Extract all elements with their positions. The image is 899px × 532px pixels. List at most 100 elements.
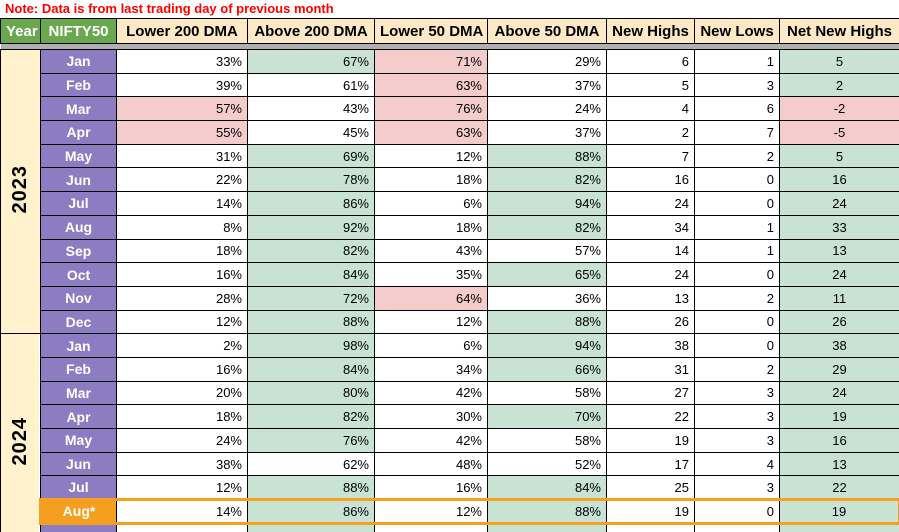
frozen-pane-divider bbox=[0, 43, 899, 50]
data-cell: 16% bbox=[116, 356, 248, 382]
col-header-net-new-highs: Net New Highs bbox=[779, 18, 899, 44]
data-cell bbox=[487, 522, 607, 532]
data-cell: 38 bbox=[606, 333, 695, 358]
data-cell bbox=[374, 522, 488, 532]
data-cell: 76% bbox=[374, 96, 488, 122]
data-cell: 69% bbox=[247, 143, 375, 169]
data-cell: 2% bbox=[116, 333, 248, 358]
month-cell: Jun bbox=[40, 167, 117, 193]
data-cell: 16% bbox=[374, 475, 488, 501]
data-cell: 24 bbox=[606, 191, 695, 216]
data-cell: 88% bbox=[247, 475, 375, 501]
data-cell: 4 bbox=[694, 451, 780, 477]
data-cell: 82% bbox=[487, 167, 607, 193]
data-cell: 62% bbox=[247, 451, 375, 477]
data-cell: 6 bbox=[694, 96, 780, 122]
data-cell: 33% bbox=[116, 49, 248, 74]
data-cell: 0 bbox=[694, 309, 780, 335]
data-cell: 14% bbox=[116, 191, 248, 216]
table-row: 2024 Jan 2% 98% 6% 94% 38 0 38 bbox=[0, 333, 899, 532]
data-cell: 0 bbox=[694, 333, 780, 358]
data-cell: 37% bbox=[487, 72, 607, 98]
data-cell: 13 bbox=[779, 238, 899, 264]
data-cell: 19 bbox=[779, 404, 899, 429]
data-cell bbox=[116, 522, 248, 532]
col-header-above-200-dma: Above 200 DMA bbox=[247, 18, 375, 44]
data-cell: 88% bbox=[247, 309, 375, 335]
table-body: 2023 Jan 33% 67% 71% 29% 6 1 5 Feb 39% 61% 63% 37% 5 3 2… bbox=[0, 48, 899, 532]
data-cell: 58% bbox=[487, 428, 607, 453]
data-cell: 76% bbox=[247, 428, 375, 453]
table-row: Mar 20% 80% 42% 58% 27 3 24 bbox=[1, 380, 899, 406]
data-cell: 63% bbox=[374, 72, 488, 98]
data-cell: -5 bbox=[779, 120, 899, 145]
col-header-year: Year bbox=[0, 18, 41, 44]
data-cell: 12% bbox=[374, 309, 488, 335]
data-cell: 18% bbox=[374, 214, 488, 240]
data-cell: 16 bbox=[779, 428, 899, 453]
data-cell: 6% bbox=[374, 333, 488, 358]
data-cell: 43% bbox=[374, 238, 488, 264]
data-cell: 0 bbox=[694, 191, 780, 216]
col-header-nifty50: NIFTY50 bbox=[40, 18, 117, 44]
month-cell: May bbox=[40, 143, 117, 169]
data-cell: 2 bbox=[694, 143, 780, 169]
month-cell bbox=[40, 522, 117, 532]
data-cell: 12% bbox=[116, 309, 248, 335]
data-cell: 30% bbox=[374, 404, 488, 429]
data-cell: 19 bbox=[606, 498, 695, 525]
data-cell: 2 bbox=[606, 120, 695, 145]
data-cell: 52% bbox=[487, 451, 607, 477]
table-row: May 31% 69% 12% 88% 7 2 5 bbox=[1, 143, 899, 169]
data-cell: 8% bbox=[116, 214, 248, 240]
data-cell: 86% bbox=[247, 191, 375, 216]
monthly-breadth-table: Year NIFTY50 Lower 200 DMA Above 200 DMA… bbox=[0, 18, 899, 532]
data-cell: 72% bbox=[247, 285, 375, 311]
data-cell: 42% bbox=[374, 428, 488, 453]
data-cell: 11 bbox=[779, 285, 899, 311]
data-cell: 24 bbox=[779, 380, 899, 406]
data-cell: 33 bbox=[779, 214, 899, 240]
data-cell bbox=[779, 522, 899, 532]
data-cell: 14% bbox=[116, 498, 248, 525]
table-row: Feb 39% 61% 63% 37% 5 3 2 bbox=[1, 72, 899, 98]
data-cell bbox=[606, 522, 695, 532]
data-cell: 19 bbox=[606, 428, 695, 453]
data-cell: 82% bbox=[247, 404, 375, 429]
data-cell: 13 bbox=[779, 451, 899, 477]
header-row: Year NIFTY50 Lower 200 DMA Above 200 DMA… bbox=[0, 18, 899, 44]
data-cell: 92% bbox=[247, 214, 375, 240]
data-cell: 12% bbox=[116, 475, 248, 501]
data-cell: 31% bbox=[116, 143, 248, 169]
month-cell: Apr bbox=[40, 120, 117, 145]
col-header-lower-50-dma: Lower 50 DMA bbox=[374, 18, 488, 44]
data-cell: 16 bbox=[779, 167, 899, 193]
data-cell: 26 bbox=[606, 309, 695, 335]
month-cell: Mar bbox=[40, 96, 117, 122]
data-cell: 84% bbox=[247, 262, 375, 287]
data-cell: 0 bbox=[694, 167, 780, 193]
data-cell: 38 bbox=[779, 333, 899, 358]
data-cell: 7 bbox=[694, 120, 780, 145]
data-cell: 42% bbox=[374, 380, 488, 406]
table-row: Apr 55% 45% 63% 37% 2 7 -5 bbox=[1, 120, 899, 145]
data-cell: 29% bbox=[487, 49, 607, 74]
month-cell: Jan bbox=[40, 49, 117, 74]
data-cell: 12% bbox=[374, 498, 488, 525]
data-cell: 35% bbox=[374, 262, 488, 287]
year-cell: 2023 bbox=[0, 48, 41, 335]
data-cell: 13 bbox=[606, 285, 695, 311]
data-cell: 43% bbox=[247, 96, 375, 122]
table-row: May 24% 76% 42% 58% 19 3 16 bbox=[1, 428, 899, 453]
data-cell: 38% bbox=[116, 451, 248, 477]
data-cell: 3 bbox=[694, 404, 780, 429]
data-cell: 27 bbox=[606, 380, 695, 406]
data-cell: 86% bbox=[247, 498, 375, 525]
data-cell: 5 bbox=[779, 49, 899, 74]
data-cell: 6% bbox=[374, 191, 488, 216]
month-cell: Jul bbox=[40, 191, 117, 216]
col-header-lower-200-dma: Lower 200 DMA bbox=[116, 18, 248, 44]
data-cell: 84% bbox=[247, 356, 375, 382]
table-row-partial bbox=[1, 522, 899, 532]
